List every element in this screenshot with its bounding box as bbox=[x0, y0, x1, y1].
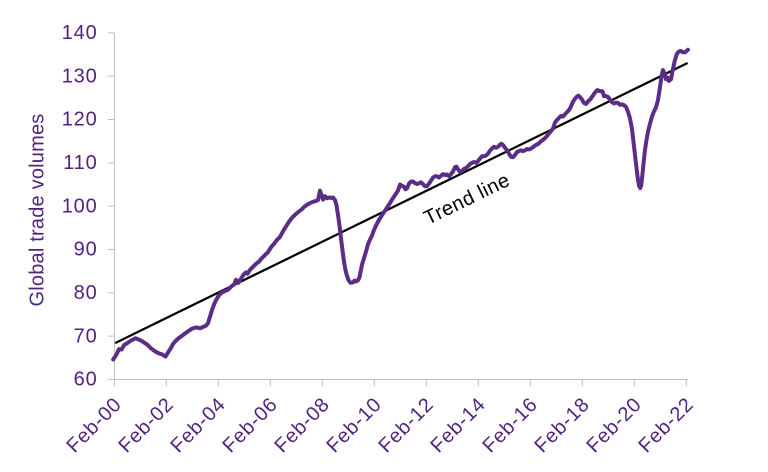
svg-text:100: 100 bbox=[62, 195, 98, 217]
svg-text:120: 120 bbox=[62, 109, 98, 131]
svg-text:80: 80 bbox=[74, 282, 98, 304]
svg-text:70: 70 bbox=[74, 325, 98, 347]
svg-text:110: 110 bbox=[63, 152, 97, 174]
svg-text:130: 130 bbox=[62, 65, 98, 87]
svg-text:Global trade volumes: Global trade volumes bbox=[27, 114, 49, 307]
svg-text:140: 140 bbox=[62, 22, 98, 44]
svg-text:60: 60 bbox=[74, 369, 98, 391]
svg-text:90: 90 bbox=[74, 239, 98, 261]
